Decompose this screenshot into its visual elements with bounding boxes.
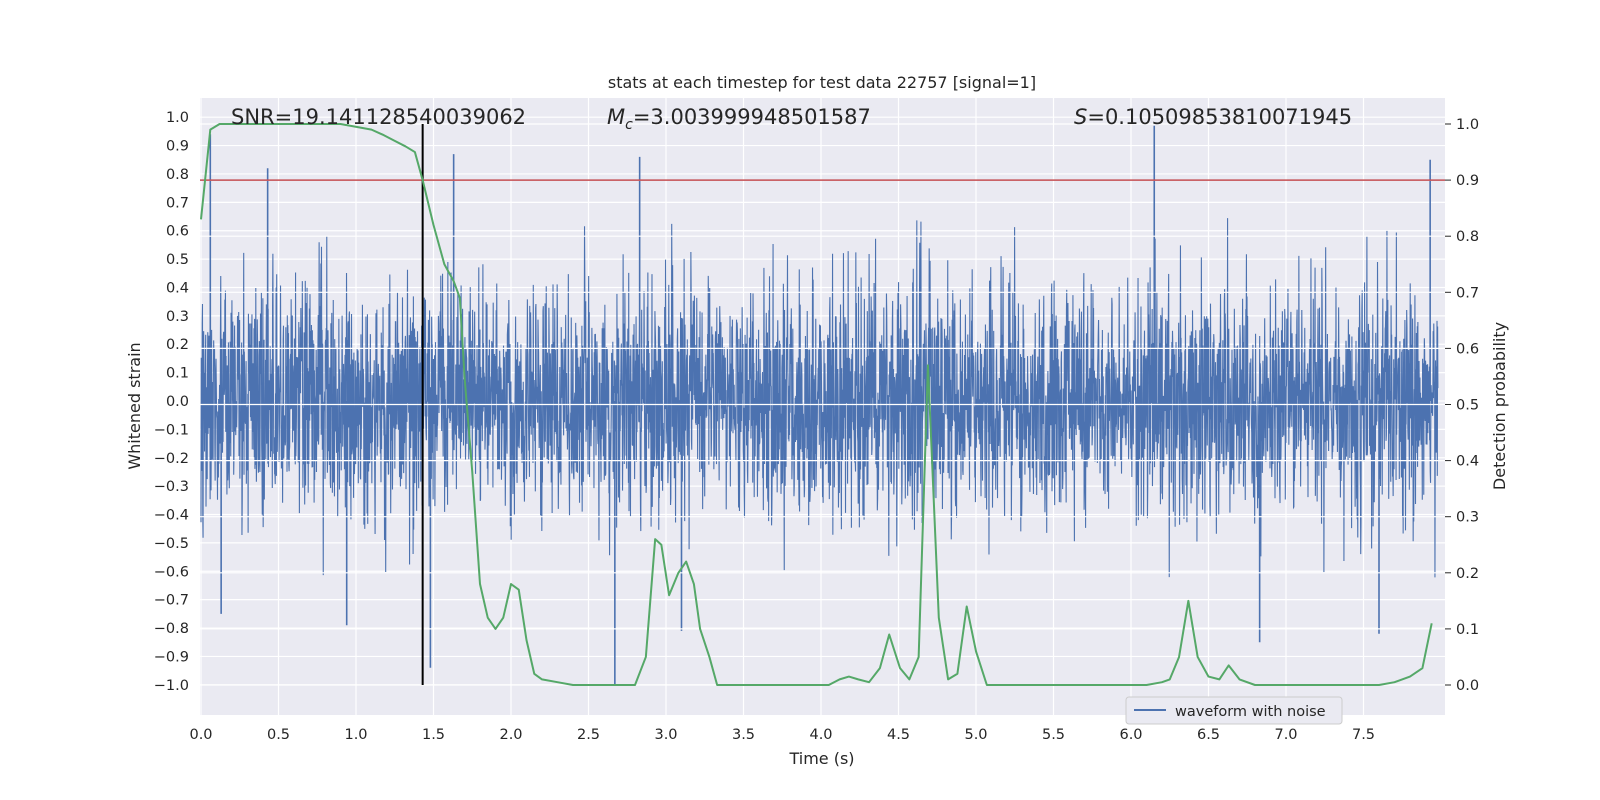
right-axis-ticks: 1.0 0.9 0.8 0.7 0.6 0.5 0.4 0.3 0.2 0.1 0.0 (1445, 117, 1479, 694)
left-tick-label: 0.3 (166, 309, 189, 325)
left-tick-label: 0.4 (166, 280, 189, 296)
s-annotation: S=0.10509853810071945 (1074, 105, 1352, 129)
x-tick-label: 5.5 (1042, 727, 1065, 743)
x-tick-label: 5.0 (964, 727, 987, 743)
x-tick-label: 4.0 (809, 727, 832, 743)
x-tick-label: 6.5 (1197, 727, 1220, 743)
left-tick-label: 0.7 (166, 195, 189, 211)
left-tick-label: −0.6 (154, 564, 189, 580)
x-axis-ticks: 0.0 0.5 1.0 1.5 2.0 2.5 3.0 3.5 4.0 4.5 5.0 5.5 6.0 6… (189, 727, 1375, 743)
x-tick-label: 6.0 (1119, 727, 1142, 743)
x-tick-label: 3.5 (732, 727, 755, 743)
left-tick-label: 0.1 (166, 366, 189, 382)
legend: waveform with noise (1125, 696, 1343, 725)
right-tick-label: 0.1 (1456, 622, 1479, 638)
x-tick-label: 0.5 (267, 727, 290, 743)
snr-annotation: SNR=19.141128540039062 (231, 105, 526, 129)
left-tick-label: 0.8 (166, 167, 189, 183)
left-tick-label: −0.5 (154, 536, 189, 552)
left-tick-label: −0.3 (154, 479, 189, 495)
right-tick-label: 0.0 (1456, 678, 1479, 694)
s-symbol: S (1074, 105, 1087, 129)
x-tick-label: 1.5 (422, 727, 445, 743)
left-tick-label: −1.0 (154, 678, 189, 694)
left-tick-label: 0.5 (166, 252, 189, 268)
left-tick-label: −0.4 (154, 508, 189, 524)
right-tick-label: 0.3 (1456, 510, 1479, 526)
chirp-mass-subscript: c (625, 117, 633, 133)
legend-box (1125, 696, 1343, 725)
chirp-mass-value: =3.003999948501587 (633, 105, 871, 129)
left-tick-label: −0.1 (154, 422, 189, 438)
right-tick-label: 0.5 (1456, 398, 1479, 414)
right-tick-label: 0.9 (1456, 173, 1479, 189)
probability-series (200, 123, 1433, 686)
x-tick-label: 2.0 (499, 727, 522, 743)
right-tick-label: 0.7 (1456, 285, 1479, 301)
x-tick-label: 1.0 (344, 727, 367, 743)
right-tick-label: 0.4 (1456, 454, 1479, 470)
x-tick-label: 2.5 (577, 727, 600, 743)
right-tick-label: 0.8 (1456, 229, 1479, 245)
left-tick-label: 0.0 (166, 394, 189, 410)
chirp-mass-symbol: M (607, 105, 625, 129)
x-tick-label: 4.5 (887, 727, 910, 743)
chart-title: stats at each timestep for test data 227… (608, 73, 1036, 92)
right-tick-label: 0.2 (1456, 566, 1479, 582)
left-tick-label: −0.9 (154, 649, 189, 665)
y-axis-label-right: Detection probability (1490, 322, 1509, 490)
probability-line (200, 123, 1433, 686)
y-axis-label-left: Whitened strain (125, 342, 144, 469)
left-tick-label: 0.6 (166, 224, 189, 240)
left-tick-label: −0.8 (154, 621, 189, 637)
left-tick-label: −0.7 (154, 593, 189, 609)
s-value: =0.10509853810071945 (1087, 105, 1352, 129)
left-tick-label: 1.0 (166, 110, 189, 126)
x-tick-label: 3.0 (654, 727, 677, 743)
left-tick-label: −0.2 (154, 451, 189, 467)
x-tick-label: 7.0 (1274, 727, 1297, 743)
x-axis-label: Time (s) (788, 749, 854, 768)
right-tick-label: 1.0 (1456, 117, 1479, 133)
left-tick-label: 0.2 (166, 337, 189, 353)
left-tick-label: 0.9 (166, 139, 189, 155)
right-tick-label: 0.6 (1456, 341, 1479, 357)
left-axis-ticks: 1.0 0.9 0.8 0.7 0.6 0.5 0.4 0.3 0.2 0.1 0.0 −0.1 −0.… (154, 110, 189, 694)
right-axis-grid (200, 123, 1445, 686)
chirp-mass-annotation: Mc=3.003999948501587 (607, 105, 871, 133)
x-tick-label: 7.5 (1352, 727, 1375, 743)
legend-label: waveform with noise (1175, 704, 1326, 720)
x-tick-label: 0.0 (189, 727, 212, 743)
